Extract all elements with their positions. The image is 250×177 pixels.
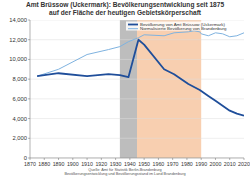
y-axis <box>30 20 31 158</box>
y-tick-label: 6,000 <box>12 96 27 102</box>
x-tick-label: 1940 <box>124 161 136 167</box>
y-tick-label: 4,000 <box>12 116 27 122</box>
x-tick-label: 1950 <box>138 161 150 167</box>
x-tick-label: 2000 <box>210 161 222 167</box>
grid-line <box>30 158 244 159</box>
x-tick-label: 1930 <box>110 161 122 167</box>
x-tick-label: 1990 <box>195 161 207 167</box>
x-tick-label: 2010 <box>224 161 236 167</box>
subtitle: auf der Fläche der heutigen Gebietskörpe… <box>49 9 202 17</box>
y-tick <box>28 118 30 119</box>
y-tick-label: 12,000 <box>9 37 27 43</box>
y-tick-label: 8,000 <box>12 76 27 82</box>
grid-line <box>30 118 244 119</box>
grid-line <box>30 59 244 60</box>
x-tick-label: 1920 <box>95 161 107 167</box>
period-band <box>137 20 201 158</box>
grid-line <box>30 138 244 139</box>
grid-line <box>30 20 244 21</box>
series-line <box>37 31 244 76</box>
y-tick <box>28 138 30 139</box>
y-tick-label: 10,000 <box>9 56 27 62</box>
y-tick <box>28 158 30 159</box>
legend-label: Normalisierte Bevölkerung von Brandenbur… <box>140 26 227 31</box>
y-tick <box>28 79 30 80</box>
x-tick-label: 2020 <box>238 161 250 167</box>
chart: Amt Brüssow (Uckermark): Bevölkerungsent… <box>0 0 250 177</box>
x-tick-label: 1980 <box>181 161 193 167</box>
x-tick-label: 1970 <box>167 161 179 167</box>
x-tick-label: 1900 <box>67 161 79 167</box>
source-note: Quelle: Amt für Statistik Berlin-Branden… <box>88 168 161 172</box>
x-tick-label: 1870 <box>24 161 36 167</box>
legend-box <box>126 22 243 31</box>
y-tick <box>28 20 30 21</box>
grid-line <box>30 39 244 40</box>
period-band <box>120 20 137 158</box>
x-tick-label: 1890 <box>53 161 65 167</box>
legend: Bevölkerung von Amt Brüssow (Uckermark)N… <box>126 22 243 32</box>
x-tick-label: 1880 <box>38 161 50 167</box>
grid-line <box>30 79 244 80</box>
y-tick <box>28 98 30 99</box>
x-tick-label: 1960 <box>153 161 165 167</box>
y-tick-label: 14,000 <box>9 17 27 23</box>
series-line <box>37 40 244 116</box>
x-tick-label: 1910 <box>81 161 93 167</box>
legend-swatch <box>128 24 138 26</box>
y-tick <box>28 39 30 40</box>
plot <box>30 20 244 158</box>
source-note: Bevölkerungsentwicklung und Bevölkerungs… <box>64 172 185 176</box>
x-axis <box>30 158 244 159</box>
y-tick <box>28 59 30 60</box>
y-tick-label: 2,000 <box>12 135 27 141</box>
legend-swatch <box>128 28 138 29</box>
